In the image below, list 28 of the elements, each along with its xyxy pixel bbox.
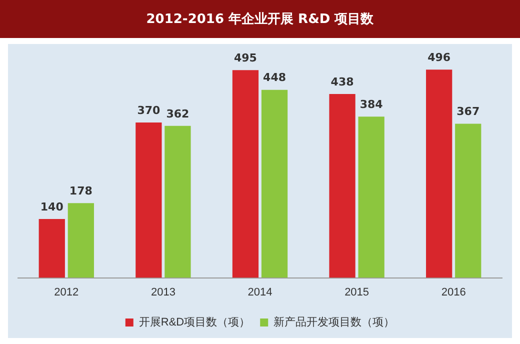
x-tick-label: 2013 (150, 286, 176, 298)
bar (232, 70, 259, 278)
data-label: 140 (40, 200, 64, 214)
bar (329, 94, 356, 278)
bar (261, 90, 288, 278)
data-label: 384 (360, 98, 384, 112)
bar (164, 126, 191, 278)
bar (455, 124, 482, 278)
data-label: 438 (330, 75, 354, 88)
legend-label: 新产品开发项目数（项） (274, 316, 395, 329)
bar (38, 219, 65, 278)
bar (68, 203, 94, 278)
bar (358, 116, 384, 278)
bar (136, 122, 162, 278)
bar (426, 70, 452, 278)
data-label: 496 (428, 51, 451, 64)
x-tick-label: 2015 (344, 286, 370, 298)
legend-label: 开展R&D项目数（项） (138, 316, 250, 329)
chart-title: 2012-2016 年企业开展 R&D 项目数 (0, 0, 520, 38)
x-tick-label: 2014 (248, 286, 272, 298)
data-label: 370 (137, 104, 161, 117)
x-tick-label: 2012 (54, 286, 79, 298)
x-tick-label: 2016 (441, 286, 466, 298)
data-label: 362 (166, 107, 190, 120)
data-label: 367 (456, 105, 480, 118)
data-label: 178 (69, 184, 92, 198)
data-label: 448 (263, 71, 286, 84)
data-label: 495 (234, 51, 257, 64)
